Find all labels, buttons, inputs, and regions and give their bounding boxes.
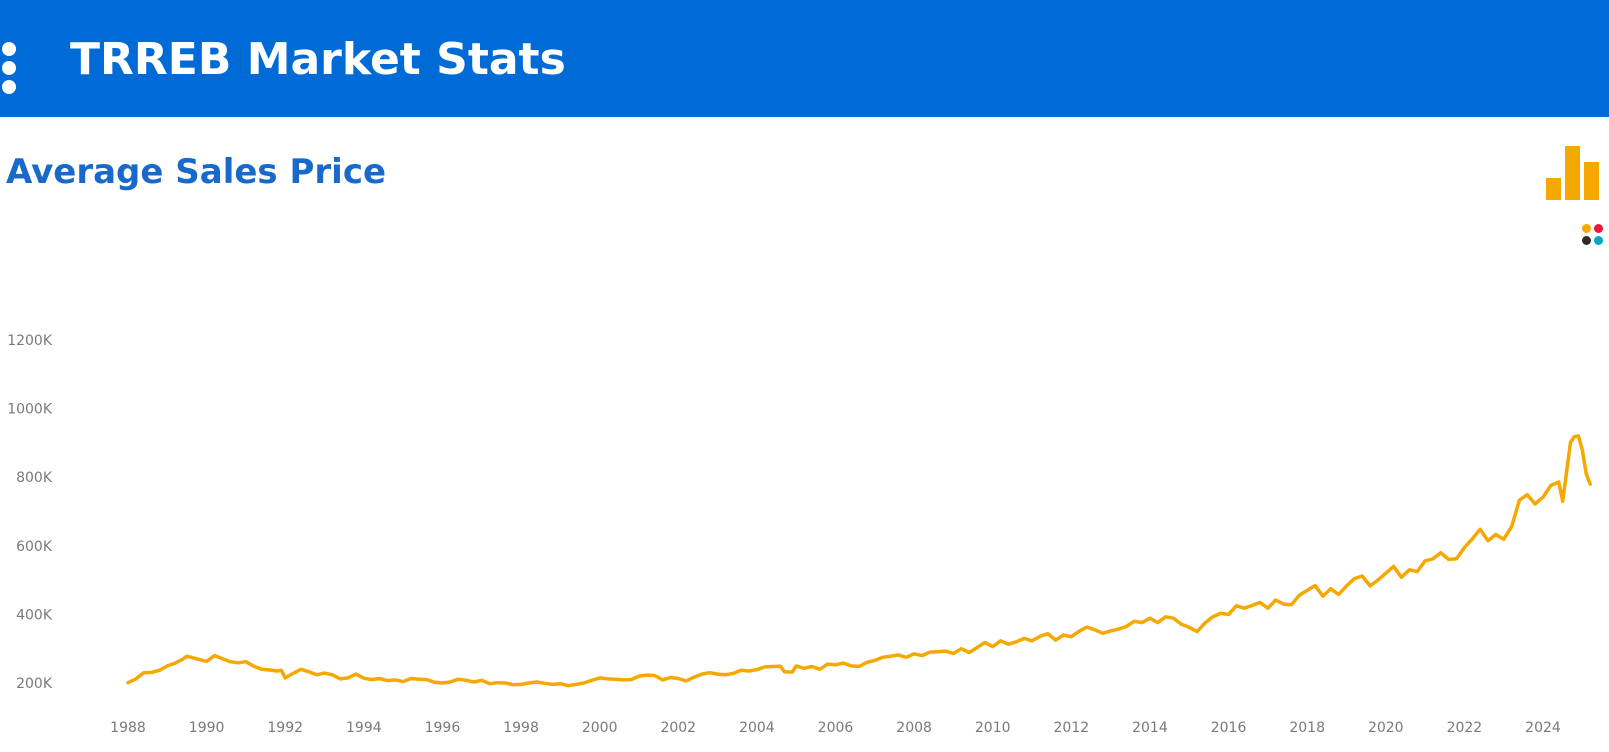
x-tick-label: 2000 [582, 720, 618, 736]
y-tick-label: 1000K [7, 402, 53, 418]
x-tick-label: 2004 [739, 720, 775, 736]
x-tick-label: 2020 [1368, 720, 1404, 736]
x-tick-label: 1990 [189, 720, 225, 736]
x-tick-label: 2018 [1289, 720, 1325, 736]
x-tick-label: 1998 [503, 720, 539, 736]
color-palette-icon[interactable] [1582, 224, 1604, 246]
x-tick-label: 2002 [660, 720, 696, 736]
x-tick-label: 2024 [1525, 720, 1561, 736]
x-tick-label: 2022 [1447, 720, 1483, 736]
x-tick-label: 1994 [346, 720, 382, 736]
app-header: TRREB Market Stats [0, 0, 1609, 117]
x-tick-label: 2014 [1132, 720, 1168, 736]
series-line [126, 434, 1592, 688]
bar-chart-icon[interactable] [1546, 146, 1599, 200]
page-title: Average Sales Price [6, 152, 387, 192]
vertical-dots-icon[interactable] [2, 42, 18, 94]
x-tick-label: 2008 [896, 720, 932, 736]
app-title: TRREB Market Stats [70, 34, 566, 85]
y-tick-label: 200K [16, 676, 53, 692]
y-tick-label: 1200K [7, 333, 53, 349]
y-tick-label: 800K [16, 470, 53, 486]
x-tick-label: 2012 [1054, 720, 1090, 736]
x-axis: 1988 1990 1992 1994 1996 1998 2000 2002 2004 2006… [110, 720, 1561, 736]
y-axis: 200K 400K 600K 800K 1000K 1200K [7, 333, 53, 692]
y-tick-label: 600K [16, 539, 53, 555]
x-tick-label: 1988 [110, 720, 146, 736]
x-tick-label: 2016 [1211, 720, 1247, 736]
x-tick-label: 1996 [425, 720, 461, 736]
x-tick-label: 1992 [267, 720, 303, 736]
x-tick-label: 2010 [975, 720, 1011, 736]
y-tick-label: 400K [16, 607, 53, 623]
x-tick-label: 2006 [818, 720, 854, 736]
